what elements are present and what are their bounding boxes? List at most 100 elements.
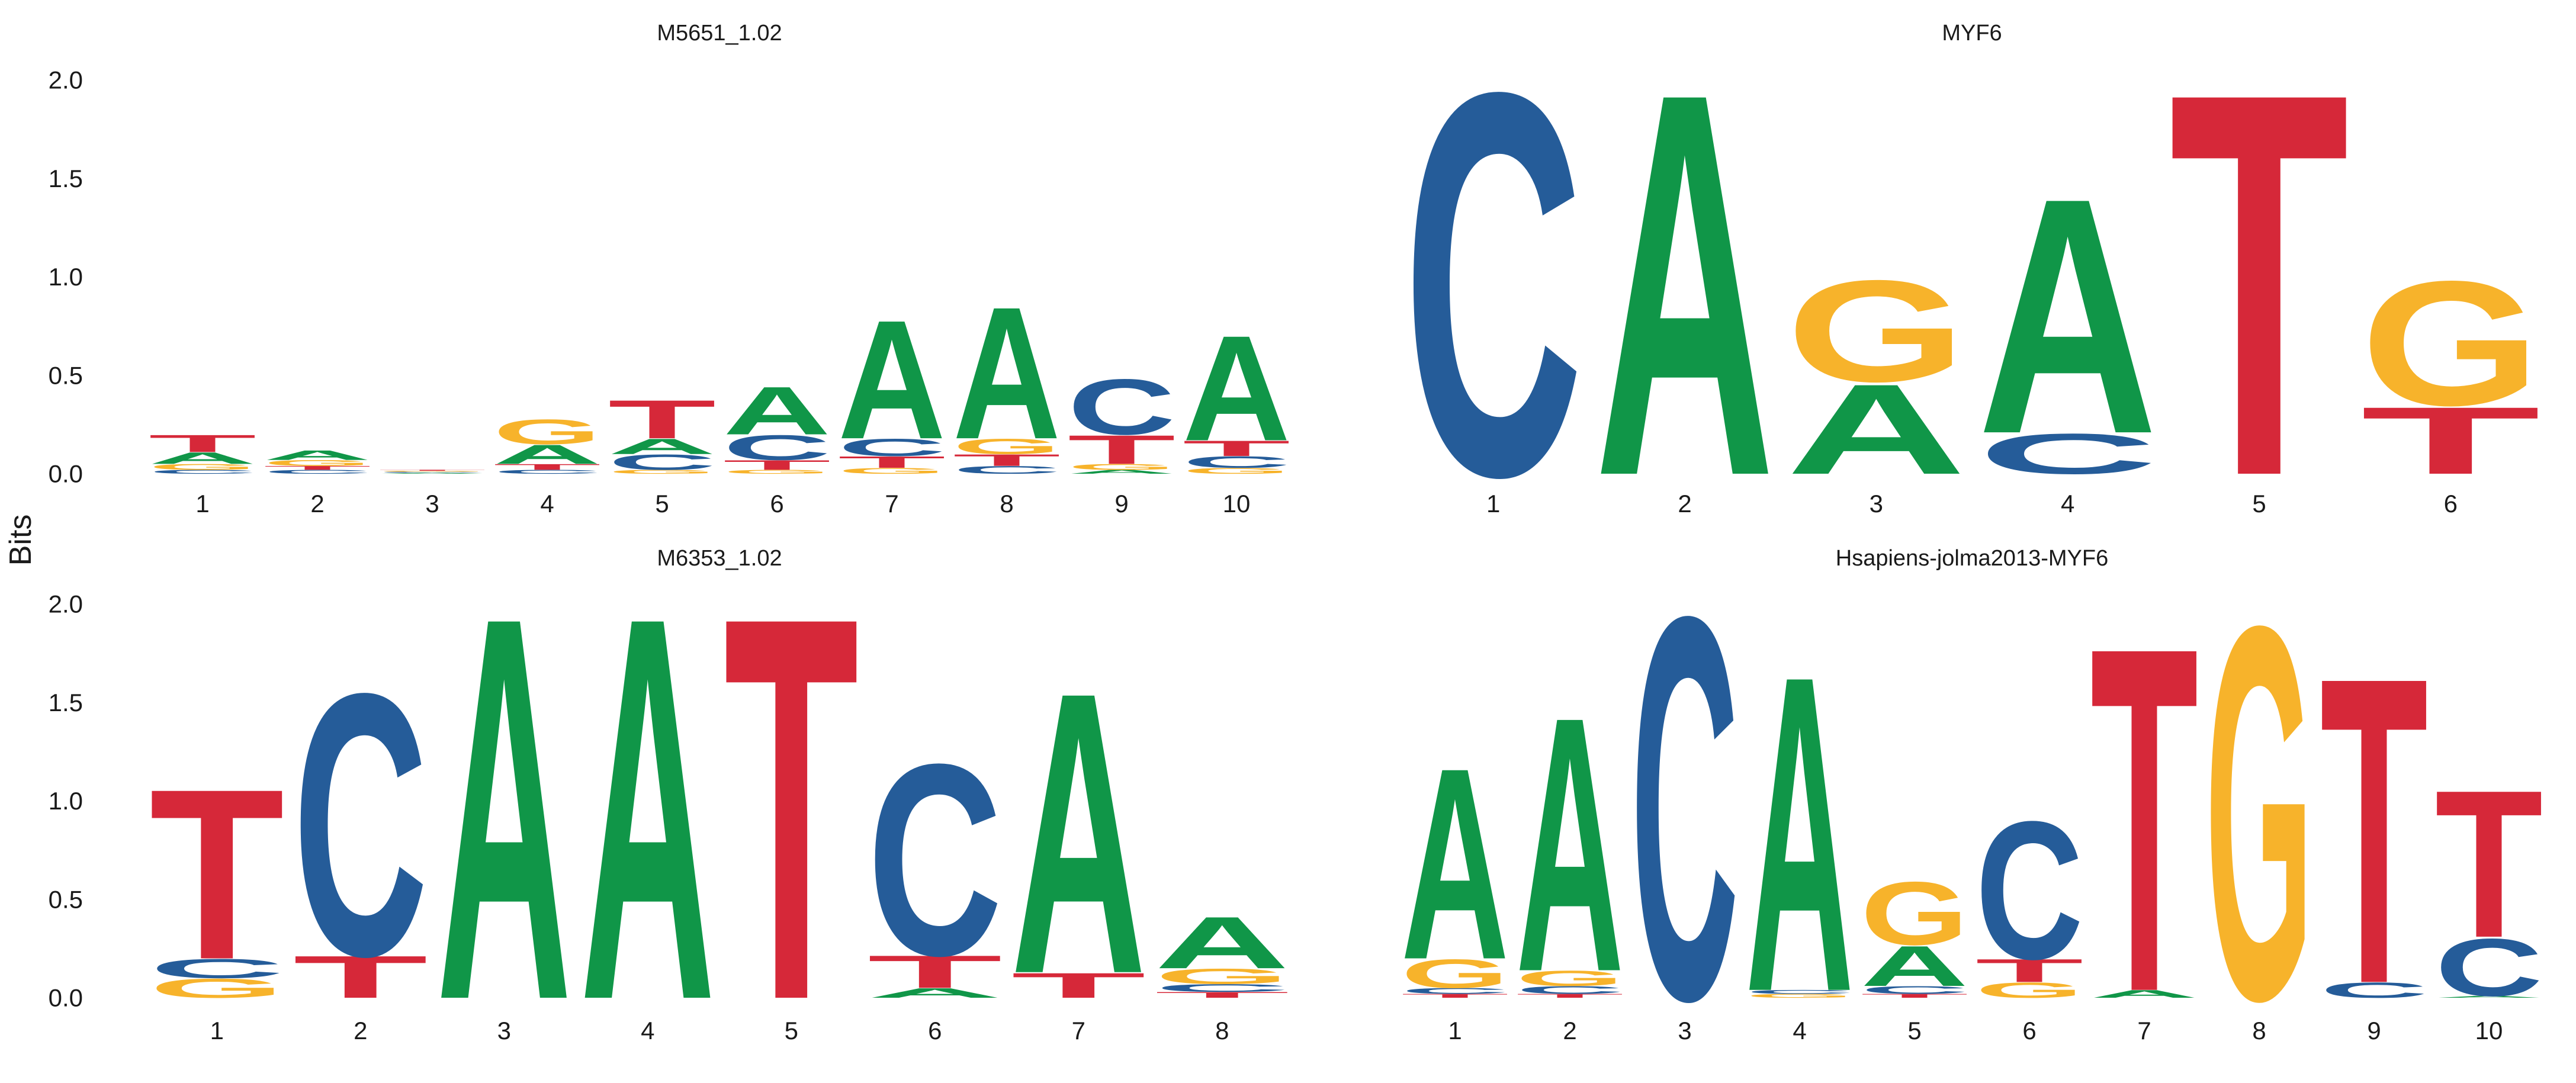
logo-letter-A: A	[1861, 934, 1968, 998]
logo-letter-T: T	[2435, 746, 2543, 982]
logo-letter-A: A	[608, 435, 716, 459]
position-label: 10	[1223, 490, 1251, 518]
panel-title: M5651_1.02	[657, 21, 782, 46]
logo-letter-T: T	[1011, 966, 1146, 1005]
logo-letter-T: T	[149, 430, 256, 457]
logo-letter-G: G	[1976, 978, 2083, 1002]
logo-letter-C: C	[2435, 922, 2543, 1013]
logo-letter-A: A	[1183, 304, 1290, 473]
logo-letter-G: G	[1155, 964, 1290, 988]
logo-letter-T: T	[493, 462, 601, 471]
position-label: 1	[1486, 490, 1500, 518]
logo-letter-C: C	[1516, 984, 1624, 997]
position-label: 5	[2252, 490, 2266, 518]
logo-letter-G: G	[1861, 863, 1968, 963]
y-tick-label: 0.5	[49, 361, 83, 389]
position-label: 6	[770, 490, 783, 518]
position-label: 8	[1215, 1017, 1229, 1045]
logo-letter-A: A	[1401, 711, 1509, 1016]
logo-letter-C: C	[2320, 978, 2428, 1002]
y-tick-label: 1.0	[49, 787, 83, 815]
position-label: 2	[310, 490, 324, 518]
logo-letter-A: A	[436, 503, 571, 1083]
logo-letter-G: G	[1183, 467, 1290, 475]
logo-letter-G: G	[149, 973, 284, 1004]
logo-letter-T: T	[2090, 545, 2198, 1083]
logo-letter-C: C	[723, 428, 831, 467]
y-tick-label: 1.5	[49, 689, 83, 716]
logo-letter-T: T	[608, 389, 716, 450]
position-label: 6	[2444, 490, 2458, 518]
logo-letter-C: C	[1068, 362, 1175, 451]
logo-letter-T: T	[2169, 0, 2349, 590]
logo-letter-G: G	[1746, 993, 1854, 999]
y-tick-label: 0.0	[49, 460, 83, 488]
logo-letter-C: C	[868, 707, 1003, 1013]
y-tick-label: 1.5	[49, 165, 83, 192]
logo-letter-C: C	[149, 469, 256, 475]
logo-letter-A: A	[1746, 582, 1854, 1083]
logo-letter-T: T	[1183, 436, 1290, 461]
position-label: 8	[1000, 490, 1013, 518]
position-label: 6	[2022, 1017, 2036, 1045]
logo-letter-G: G	[2360, 244, 2540, 442]
logo-letter-A: A	[2435, 995, 2543, 998]
position-label: 10	[2475, 1017, 2503, 1045]
position-label: 7	[2137, 1017, 2151, 1045]
logo-letter-C: C	[1978, 422, 2158, 486]
logo-letter-G: G	[723, 469, 831, 475]
logo-letter-G: G	[1068, 462, 1175, 471]
y-axis-label: Bits	[4, 515, 38, 566]
logo-letter-C: C	[1183, 453, 1290, 471]
position-label: 4	[540, 490, 554, 518]
y-tick-label: 0.0	[49, 984, 83, 1012]
position-label: 5	[785, 1017, 798, 1045]
position-label: 9	[1114, 490, 1128, 518]
logo-letter-G: G	[378, 471, 486, 473]
logo-letter-G: G	[264, 458, 371, 467]
logo-letter-T: T	[378, 470, 486, 471]
logo-letter-T: T	[723, 457, 831, 473]
logo-letter-A: A	[868, 985, 1003, 1001]
logo-letter-C: C	[838, 434, 946, 461]
logo-letter-T: T	[724, 503, 859, 1083]
logo-letter-T: T	[1976, 953, 2083, 989]
logo-letter-A: A	[1595, 0, 1775, 590]
logo-letter-C: C	[149, 953, 284, 984]
position-label: 2	[1678, 490, 1691, 518]
logo-letter-A: A	[264, 448, 371, 463]
logo-letter-T: T	[838, 453, 946, 471]
logo-letter-A: A	[149, 449, 256, 467]
logo-letter-A: A	[953, 268, 1061, 478]
logo-letter-T: T	[1068, 427, 1175, 473]
logo-letter-A: A	[2090, 988, 2198, 1000]
logo-letter-G: G	[1516, 966, 1624, 991]
position-label: 5	[1907, 1017, 1921, 1045]
logo-letter-A: A	[838, 285, 946, 474]
logo-letter-T: T	[264, 465, 371, 471]
logo-panel: M5651_1.020.00.51.01.52.01CGAT2CTGA3ACGT…	[49, 21, 1291, 518]
logo-letter-G: G	[1401, 951, 1509, 997]
logo-letter-T: T	[1861, 993, 1968, 999]
position-label: 6	[928, 1017, 942, 1045]
y-tick-label: 2.0	[49, 66, 83, 94]
position-label: 2	[1563, 1017, 1576, 1045]
logo-letter-G: G	[953, 434, 1061, 458]
position-label: 5	[655, 490, 669, 518]
panel-title: M6353_1.02	[657, 546, 782, 571]
logo-letter-T: T	[1155, 990, 1290, 999]
logo-letter-A: A	[1516, 641, 1624, 1048]
logo-letter-G: G	[838, 467, 946, 475]
logo-letter-T: T	[1516, 993, 1624, 999]
position-label: 1	[210, 1017, 224, 1045]
logo-letter-G: G	[608, 469, 716, 475]
logo-letter-A: A	[493, 439, 601, 470]
y-tick-label: 0.5	[49, 885, 83, 913]
position-label: 4	[2061, 490, 2074, 518]
logo-letter-G: G	[2205, 516, 2313, 1083]
panel-title: Hsapiens-jolma2013-MYF6	[1836, 546, 2108, 571]
position-label: 8	[2252, 1017, 2266, 1045]
